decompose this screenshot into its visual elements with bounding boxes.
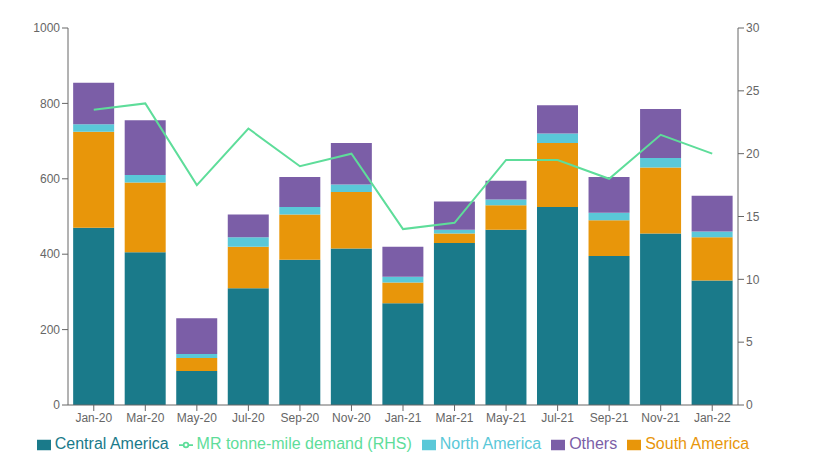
svg-text:0: 0 (746, 398, 753, 412)
html-text:South America: South America (645, 435, 750, 452)
svg-text:May-21: May-21 (486, 411, 526, 425)
svg-text:1000: 1000 (33, 21, 60, 35)
svg-text:Jul-21: Jul-21 (541, 411, 574, 425)
svg-text:10: 10 (746, 273, 760, 287)
html-text:North America: North America (439, 435, 542, 452)
svg-text:200: 200 (40, 323, 60, 337)
svg-text:Sep-20: Sep-20 (281, 411, 320, 425)
svg-text:15: 15 (746, 210, 760, 224)
svg-text:25: 25 (746, 84, 760, 98)
svg-text:Jul-20: Jul-20 (232, 411, 265, 425)
svg-text:Sep-21: Sep-21 (590, 411, 629, 425)
svg-text:20: 20 (746, 147, 760, 161)
svg-text:Jan-21: Jan-21 (385, 411, 422, 425)
svg-text:May-20: May-20 (177, 411, 217, 425)
html-text:Others: Others (569, 435, 618, 452)
svg-text:Nov-21: Nov-21 (641, 411, 680, 425)
svg-text:Mar-20: Mar-20 (126, 411, 164, 425)
svg-text:Jan-22: Jan-22 (694, 411, 731, 425)
svg-text:400: 400 (40, 247, 60, 261)
html-text:MR tonne-mile demand (RHS): MR tonne-mile demand (RHS) (196, 435, 412, 452)
svg-text:5: 5 (746, 335, 753, 349)
svg-text:30: 30 (746, 21, 760, 35)
svg-text:Nov-20: Nov-20 (332, 411, 371, 425)
html-text:Central America: Central America (54, 435, 169, 452)
svg-text:0: 0 (53, 398, 60, 412)
svg-text:Mar-21: Mar-21 (436, 411, 474, 425)
svg-text:800: 800 (40, 97, 60, 111)
svg-text:Jan-20: Jan-20 (75, 411, 112, 425)
svg-text:600: 600 (40, 172, 60, 186)
